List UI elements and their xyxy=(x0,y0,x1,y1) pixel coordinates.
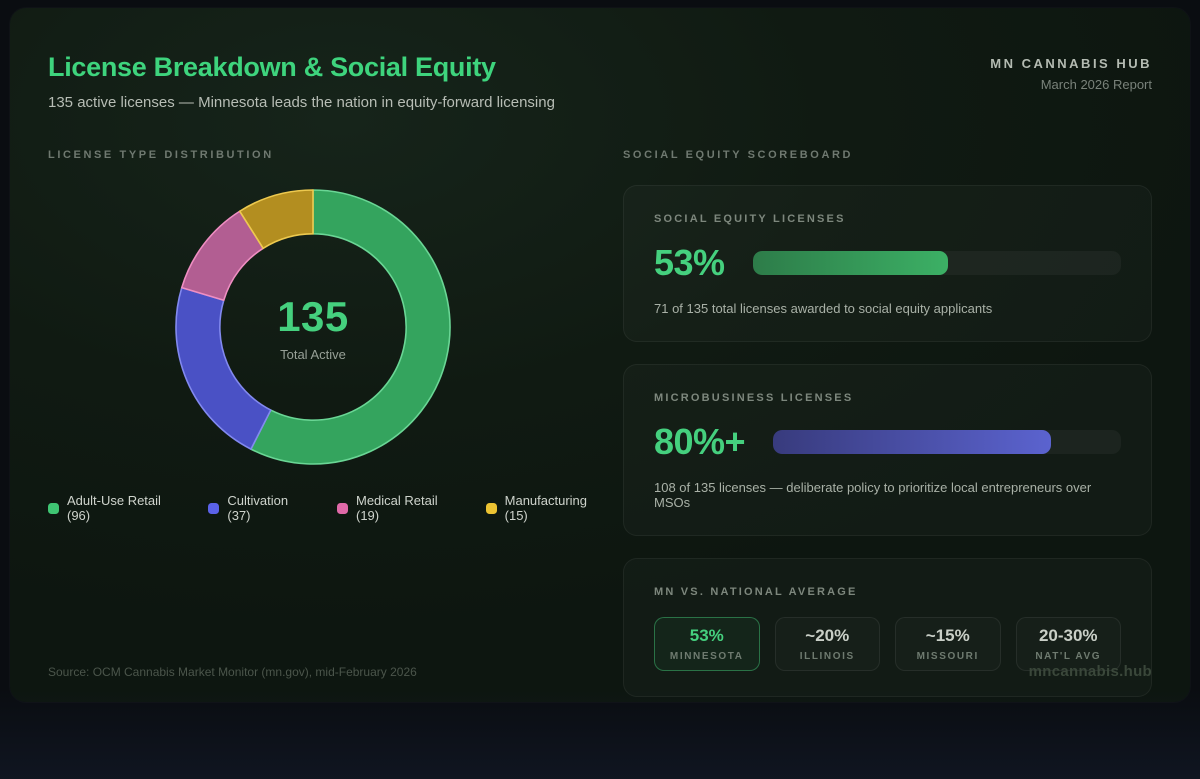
stat-label: ILLINOIS xyxy=(799,651,855,662)
microbusiness-licenses-card: MICROBUSINESS LICENSES 80%+ 108 of 135 l… xyxy=(623,364,1152,536)
card-label: MICROBUSINESS LICENSES xyxy=(654,392,854,404)
comparison-stats-row: 53% MINNESOTA ~20% ILLINOIS ~15% MISSOUR… xyxy=(654,617,1121,671)
stat-box-minnesota: 53% MINNESOTA xyxy=(654,617,760,671)
source-attribution: Source: OCM Cannabis Market Monitor (mn.… xyxy=(48,664,417,679)
stat-box-missouri: ~15% MISSOURI xyxy=(895,617,1001,671)
legend-label: Medical Retail (19) xyxy=(356,493,438,523)
card-caption: 108 of 135 licenses — deliberate policy … xyxy=(654,480,1092,510)
license-distribution-section: LICENSE TYPE DISTRIBUTION 135 Total Acti… xyxy=(48,149,608,697)
scoreboard-cards: SOCIAL EQUITY LICENSES 53% 71 of 135 tot… xyxy=(623,185,1152,697)
social-equity-licenses-card: SOCIAL EQUITY LICENSES 53% 71 of 135 tot… xyxy=(623,185,1152,342)
brand-name: MN CANNABIS HUB xyxy=(990,56,1152,71)
legend-swatch-icon xyxy=(48,502,59,514)
legend-label: Manufacturing (15) xyxy=(504,493,588,523)
legend-swatch-icon xyxy=(208,502,220,514)
card-label: SOCIAL EQUITY LICENSES xyxy=(654,213,846,225)
legend-swatch-icon xyxy=(485,502,497,514)
stat-value: 20-30% xyxy=(1038,626,1098,645)
page-title: License Breakdown & Social Equity xyxy=(48,52,496,82)
progress-bar-fill xyxy=(752,251,948,275)
page-subtitle: 135 active licenses — Minnesota leads th… xyxy=(48,94,555,111)
donut-chart: 135 Total Active xyxy=(173,187,453,467)
progress-bar-track xyxy=(752,251,1121,275)
chart-legend: Adult-Use Retail (96) Cultivation (37) M… xyxy=(48,493,608,523)
stat-label: MISSOURI xyxy=(916,651,979,662)
donut-chart-svg xyxy=(175,189,451,465)
legend-item-medical-retail: Medical Retail (19) xyxy=(337,493,459,523)
legend-item-adult-use-retail: Adult-Use Retail (96) xyxy=(48,493,181,523)
bottom-glow-decoration xyxy=(0,689,1200,779)
stat-label: MINNESOTA xyxy=(669,651,744,662)
comparison-card: MN VS. NATIONAL AVERAGE 53% MINNESOTA ~2… xyxy=(623,558,1152,697)
legend-item-cultivation: Cultivation (37) xyxy=(208,493,310,523)
metric-value: 80%+ xyxy=(654,421,746,462)
legend-swatch-icon xyxy=(337,502,348,514)
stat-value: ~15% xyxy=(925,626,970,645)
stat-box-natl-avg: 20-30% NAT'L AVG xyxy=(1015,617,1121,671)
metric-row: 53% xyxy=(654,242,1121,284)
footer-brand: mncannabis.hub xyxy=(1028,663,1152,680)
card-caption: 71 of 135 total licenses awarded to soci… xyxy=(654,301,993,316)
progress-bar-track xyxy=(773,430,1121,454)
report-header: License Breakdown & Social Equity 135 ac… xyxy=(48,52,1152,111)
legend-label: Cultivation (37) xyxy=(227,493,289,523)
legend-item-manufacturing: Manufacturing (15) xyxy=(485,493,608,523)
social-equity-section: SOCIAL EQUITY SCOREBOARD SOCIAL EQUITY L… xyxy=(623,149,1152,697)
brand-block: MN CANNABIS HUB March 2026 Report xyxy=(990,52,1152,92)
legend-label: Adult-Use Retail (96) xyxy=(67,493,161,523)
stat-value: ~20% xyxy=(805,626,850,645)
report-panel: License Breakdown & Social Equity 135 ac… xyxy=(10,8,1190,702)
scoreboard-section-label: SOCIAL EQUITY SCOREBOARD xyxy=(623,149,854,161)
stat-label: NAT'L AVG xyxy=(1035,651,1102,662)
panel-footer: Source: OCM Cannabis Market Monitor (mn.… xyxy=(48,663,1152,680)
distribution-section-label: LICENSE TYPE DISTRIBUTION xyxy=(48,149,274,161)
main-content: LICENSE TYPE DISTRIBUTION 135 Total Acti… xyxy=(48,149,1152,697)
stat-box-illinois: ~20% ILLINOIS xyxy=(774,617,880,671)
card-label: MN VS. NATIONAL AVERAGE xyxy=(654,586,858,598)
stat-value: 53% xyxy=(689,626,724,645)
metric-value: 53% xyxy=(654,242,725,283)
report-date: March 2026 Report xyxy=(1040,77,1152,92)
metric-row: 80%+ xyxy=(654,421,1121,463)
title-block: License Breakdown & Social Equity 135 ac… xyxy=(48,52,555,111)
progress-bar-fill xyxy=(773,430,1052,454)
